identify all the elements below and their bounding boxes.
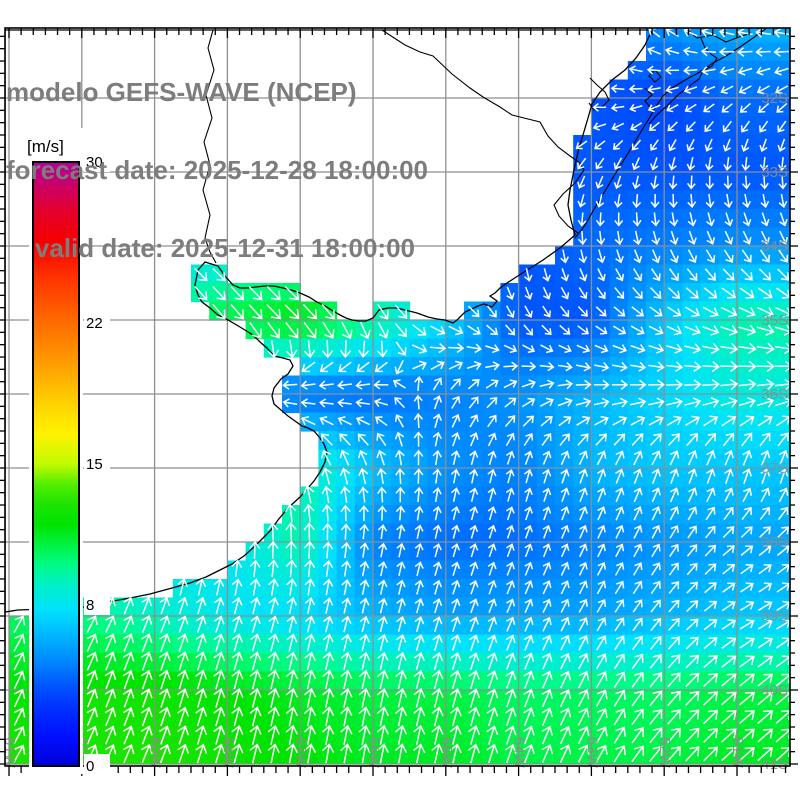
colorbar-tick-label: 15 [86,456,103,473]
lat-label: 41S [761,756,788,773]
lat-label: 35S [761,312,788,329]
lon-label: 53W [583,737,600,769]
lat-label: 38S [761,534,788,551]
map-frame [0,27,798,776]
coastline-path [5,29,654,613]
colorbar-tick-label: 8 [86,597,94,614]
lon-label: 56W [365,737,382,769]
lon-label: 52W [656,737,673,769]
lon-label: 58W [219,737,236,769]
lat-label: 36S [761,386,788,403]
river-border-path [648,37,718,125]
river-border-path [202,29,217,264]
lat-label: 33S [761,164,788,181]
lat-label: 37S [761,460,788,477]
lon-label: 51W [729,737,746,769]
lat-label: 40S [761,682,788,699]
lat-label: 39S [761,608,788,625]
river-border-path [588,77,610,111]
colorbar-unit-label: [m/s] [27,137,64,156]
river-border-path [644,87,653,109]
colorbar-gradient [32,161,80,767]
colorbar-tick-label: 0 [86,758,94,775]
lon-label: 57W [292,737,309,769]
lon-label: 54W [511,737,528,769]
lat-label: 32S [761,90,788,107]
river-border-path [687,29,752,43]
colorbar: [m/s] 30 22 15 8 0 [27,128,110,776]
latlon-gridlines [5,28,790,766]
lat-label: 34S [761,238,788,255]
colorbar-tick-label: 22 [86,315,103,332]
colorbar-tick-label: 30 [86,154,103,171]
lon-label: 55W [438,737,455,769]
river-border-path [381,29,585,234]
lon-label: 59W [147,737,164,769]
river-border-path [648,69,662,83]
coastline-layer [5,28,768,613]
